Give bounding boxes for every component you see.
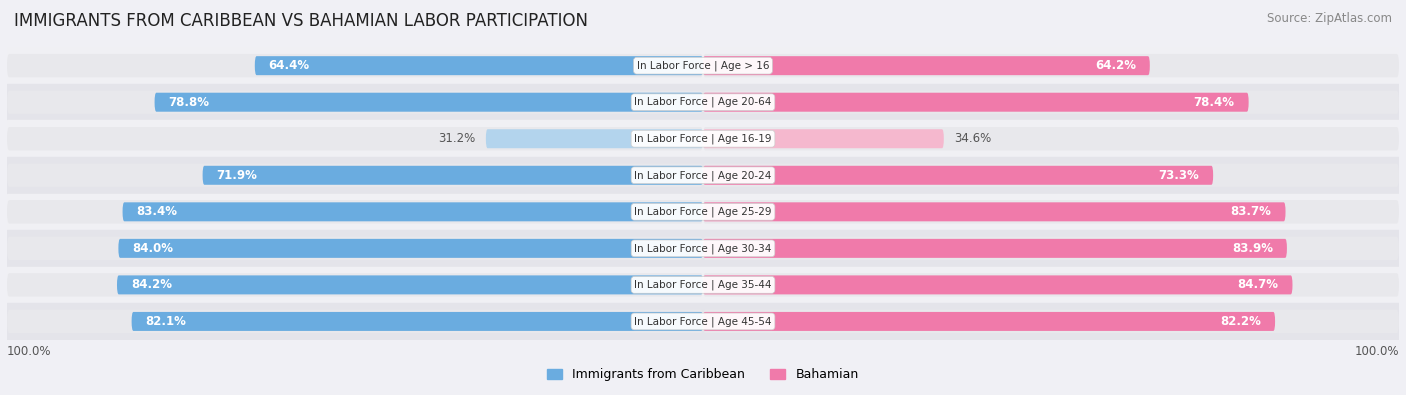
Text: 71.9%: 71.9% [217,169,257,182]
Text: 84.0%: 84.0% [132,242,173,255]
FancyBboxPatch shape [703,129,943,148]
Text: In Labor Force | Age 25-29: In Labor Force | Age 25-29 [634,207,772,217]
Text: 100.0%: 100.0% [1354,345,1399,358]
FancyBboxPatch shape [703,310,1399,333]
FancyBboxPatch shape [7,54,703,77]
FancyBboxPatch shape [703,239,1286,258]
Text: 64.4%: 64.4% [269,59,309,72]
Text: 78.8%: 78.8% [169,96,209,109]
FancyBboxPatch shape [202,166,703,185]
FancyBboxPatch shape [7,200,703,224]
Bar [7,194,1399,230]
FancyBboxPatch shape [7,310,703,333]
Bar [7,47,1399,84]
Text: In Labor Force | Age 20-64: In Labor Force | Age 20-64 [634,97,772,107]
FancyBboxPatch shape [703,237,1399,260]
Text: 34.6%: 34.6% [955,132,991,145]
Bar [7,230,1399,267]
Text: 82.1%: 82.1% [146,315,187,328]
Text: Source: ZipAtlas.com: Source: ZipAtlas.com [1267,12,1392,25]
FancyBboxPatch shape [117,275,703,294]
FancyBboxPatch shape [7,127,703,150]
Text: 31.2%: 31.2% [439,132,475,145]
Text: 84.2%: 84.2% [131,278,172,292]
Legend: Immigrants from Caribbean, Bahamian: Immigrants from Caribbean, Bahamian [543,363,863,386]
Text: 82.2%: 82.2% [1220,315,1261,328]
Bar [7,267,1399,303]
Text: 84.7%: 84.7% [1237,278,1278,292]
Bar [7,120,1399,157]
Text: In Labor Force | Age 45-54: In Labor Force | Age 45-54 [634,316,772,327]
Text: In Labor Force | Age 16-19: In Labor Force | Age 16-19 [634,134,772,144]
Text: In Labor Force | Age > 16: In Labor Force | Age > 16 [637,60,769,71]
FancyBboxPatch shape [155,93,703,112]
FancyBboxPatch shape [703,312,1275,331]
Text: 64.2%: 64.2% [1095,59,1136,72]
FancyBboxPatch shape [7,273,703,297]
Text: In Labor Force | Age 20-24: In Labor Force | Age 20-24 [634,170,772,181]
FancyBboxPatch shape [122,202,703,221]
Bar [7,157,1399,194]
FancyBboxPatch shape [703,275,1292,294]
Text: 73.3%: 73.3% [1159,169,1199,182]
FancyBboxPatch shape [703,54,1399,77]
FancyBboxPatch shape [703,56,1150,75]
Text: 100.0%: 100.0% [7,345,52,358]
FancyBboxPatch shape [703,90,1399,114]
FancyBboxPatch shape [7,237,703,260]
Text: 78.4%: 78.4% [1194,96,1234,109]
FancyBboxPatch shape [254,56,703,75]
Bar [7,84,1399,120]
FancyBboxPatch shape [703,164,1399,187]
FancyBboxPatch shape [7,164,703,187]
FancyBboxPatch shape [703,200,1399,224]
Text: IMMIGRANTS FROM CARIBBEAN VS BAHAMIAN LABOR PARTICIPATION: IMMIGRANTS FROM CARIBBEAN VS BAHAMIAN LA… [14,12,588,30]
FancyBboxPatch shape [703,273,1399,297]
FancyBboxPatch shape [118,239,703,258]
FancyBboxPatch shape [486,129,703,148]
FancyBboxPatch shape [703,93,1249,112]
FancyBboxPatch shape [132,312,703,331]
Text: In Labor Force | Age 35-44: In Labor Force | Age 35-44 [634,280,772,290]
Text: 83.9%: 83.9% [1232,242,1272,255]
Text: 83.7%: 83.7% [1230,205,1271,218]
FancyBboxPatch shape [703,202,1285,221]
FancyBboxPatch shape [7,90,703,114]
FancyBboxPatch shape [703,127,1399,150]
FancyBboxPatch shape [703,166,1213,185]
Text: 83.4%: 83.4% [136,205,177,218]
Bar [7,303,1399,340]
Text: In Labor Force | Age 30-34: In Labor Force | Age 30-34 [634,243,772,254]
